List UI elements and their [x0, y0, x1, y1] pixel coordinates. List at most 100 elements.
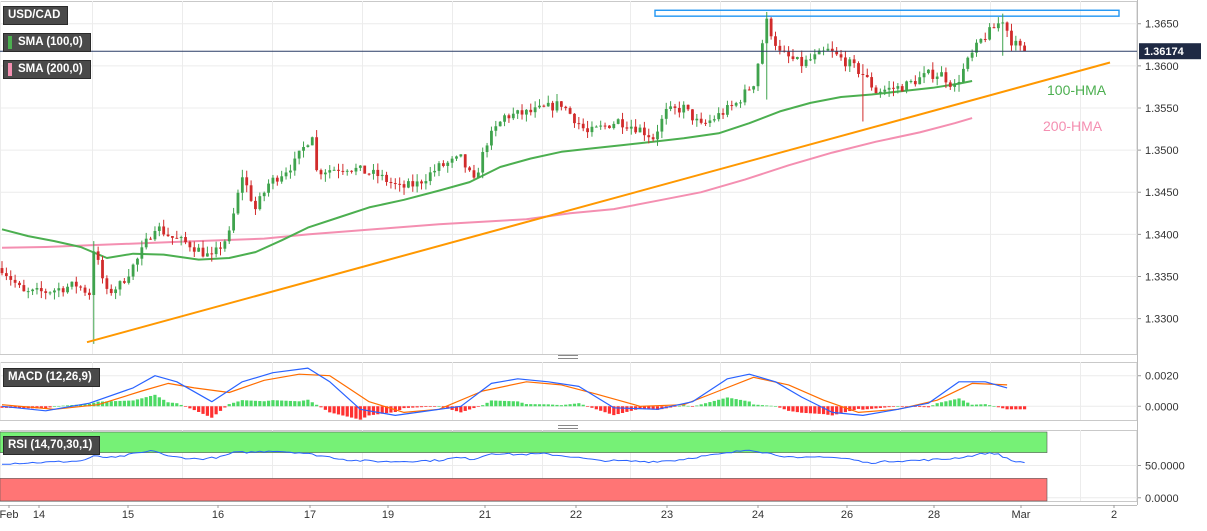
- candle-body: [315, 137, 319, 171]
- candle-body: [358, 165, 362, 168]
- candle-body: [516, 110, 520, 114]
- macd-histogram-bar: [332, 406, 336, 414]
- macd-histogram-bar: [153, 394, 157, 407]
- macd-histogram-bar: [555, 404, 559, 407]
- macd-histogram-bar: [39, 406, 43, 409]
- macd-histogram-bar: [813, 406, 817, 414]
- macd-histogram-bar: [752, 404, 756, 407]
- candle-body: [407, 181, 410, 188]
- candle-body: [9, 276, 13, 280]
- macd-histogram-bar: [564, 404, 568, 407]
- macd-histogram-bar: [655, 406, 660, 410]
- macd-histogram-bar: [616, 406, 620, 415]
- candle-body: [0, 268, 4, 274]
- macd-histogram-bar: [144, 397, 148, 407]
- candle-body: [957, 81, 961, 85]
- candle-body: [760, 43, 764, 64]
- macd-histogram-bar: [904, 406, 909, 407]
- candle-body: [717, 113, 721, 120]
- candle-body: [568, 108, 572, 114]
- candle-body: [280, 176, 284, 182]
- candle-body: [673, 106, 677, 108]
- rsi-y-tick-label: 0.0000: [1145, 493, 1179, 505]
- candle-body: [476, 172, 480, 178]
- macd-histogram-bar: [918, 406, 922, 407]
- legend-sma-100[interactable]: SMA (100,0): [3, 33, 91, 52]
- candle-body: [39, 288, 43, 292]
- candle-body: [22, 285, 26, 292]
- candle-body: [306, 145, 310, 147]
- y-tick-label: 1.3600: [1145, 61, 1179, 73]
- macd-histogram-bar: [782, 406, 786, 410]
- macd-histogram-bar: [620, 406, 625, 413]
- macd-histogram-bar: [808, 406, 813, 414]
- last-price-badge: [1139, 43, 1201, 60]
- macd-histogram-bar: [109, 401, 113, 407]
- macd-histogram-bar: [651, 406, 655, 410]
- candle-body: [441, 163, 445, 166]
- macd-histogram-bar: [336, 406, 341, 415]
- candle-body: [651, 137, 655, 140]
- candle-body: [262, 192, 266, 197]
- macd-histogram-bar: [913, 406, 917, 407]
- candle-body: [245, 177, 249, 186]
- candle-body: [337, 169, 340, 171]
- macd-histogram-bar: [406, 406, 411, 408]
- candle-body: [219, 247, 222, 249]
- macd-histogram-bar: [197, 406, 201, 412]
- candle-body: [839, 54, 843, 58]
- candle-body: [603, 125, 607, 127]
- x-tick-label: 17: [304, 509, 316, 521]
- macd-histogram-bar: [467, 406, 472, 410]
- macd-histogram-bar: [546, 404, 550, 407]
- macd-histogram-bar: [612, 406, 616, 416]
- macd-histogram-bar: [415, 406, 419, 408]
- macd-histogram-bar: [218, 406, 223, 411]
- x-tick-label: 15: [122, 509, 134, 521]
- macd-histogram-bar: [974, 404, 979, 407]
- candle-body: [913, 81, 917, 85]
- macd-histogram-bar: [778, 406, 782, 408]
- macd-histogram-bar: [92, 402, 96, 407]
- macd-histogram-bar: [585, 406, 590, 407]
- candle-body: [931, 69, 935, 79]
- candle-body: [192, 247, 196, 252]
- candle-body: [293, 158, 297, 171]
- candle-body: [31, 289, 34, 292]
- candle-body: [332, 169, 336, 171]
- candle-body: [232, 213, 236, 231]
- macd-histogram-bar: [887, 406, 891, 408]
- legend-sma-200[interactable]: SMA (200,0): [3, 60, 91, 79]
- macd-histogram-bar: [878, 406, 882, 408]
- macd-histogram-bar: [201, 406, 205, 414]
- legend-symbol[interactable]: USD/CAD: [3, 6, 69, 25]
- candle-body: [726, 105, 729, 115]
- candle-body: [1023, 45, 1026, 52]
- macd-histogram-bar: [258, 401, 262, 407]
- macd-histogram-bar: [747, 401, 751, 407]
- candle-body: [887, 87, 891, 90]
- macd-histogram-bar: [140, 398, 144, 407]
- macd-histogram-bar: [266, 400, 271, 407]
- candle-body: [905, 81, 908, 92]
- macd-histogram-bar: [306, 399, 310, 407]
- rsi-line: [1, 449, 1025, 465]
- legend-rsi[interactable]: RSI (14,70,30,1): [3, 436, 101, 455]
- candle-body: [590, 126, 594, 133]
- candle-body: [511, 113, 515, 119]
- macd-histogram-bar: [481, 405, 485, 407]
- candle-body: [118, 281, 122, 290]
- macd-histogram-bar: [122, 400, 126, 407]
- x-tick-label: 28: [928, 509, 940, 521]
- macd-histogram-bar: [44, 406, 48, 409]
- candle-body: [817, 50, 821, 55]
- macd-histogram-bar: [358, 406, 362, 420]
- macd-histogram-bar: [861, 406, 865, 410]
- legend-macd[interactable]: MACD (12,26,9): [3, 368, 100, 387]
- macd-histogram-bar: [874, 406, 878, 409]
- macd-histogram-bar: [454, 406, 459, 412]
- macd-histogram-bar: [988, 405, 992, 407]
- candle-body: [804, 59, 808, 67]
- x-tick-label: 2: [1111, 509, 1117, 521]
- candle-body: [437, 163, 441, 171]
